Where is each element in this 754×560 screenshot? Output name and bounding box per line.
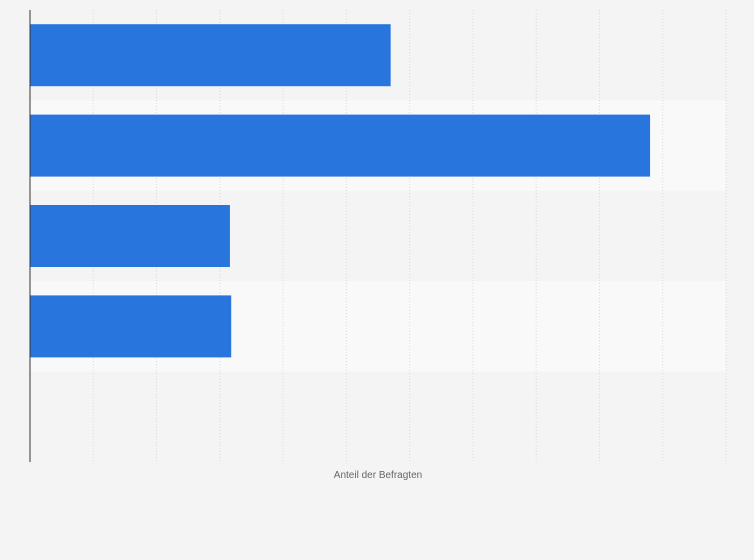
bar: [30, 114, 651, 177]
bar: [30, 24, 391, 87]
bar: [30, 205, 230, 267]
bar: [30, 295, 232, 358]
x-axis-label: Anteil der Befragten: [334, 470, 422, 481]
bars: [30, 24, 651, 358]
